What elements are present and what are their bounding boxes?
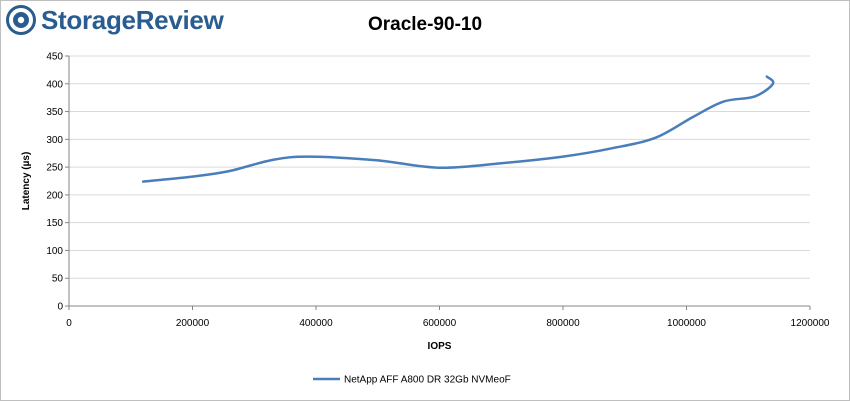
x-tick-label: 400000	[299, 318, 333, 329]
y-tick-label: 150	[46, 218, 63, 229]
x-tick-label: 0	[66, 318, 72, 329]
x-tick-label: 1000000	[667, 318, 706, 329]
legend-label: NetApp AFF A800 DR 32Gb NVMeoF	[344, 375, 511, 386]
x-tick-label: 600000	[423, 318, 457, 329]
x-tick-label: 800000	[546, 318, 580, 329]
gridlines	[69, 55, 810, 279]
brand-logo: StorageReview	[6, 4, 224, 36]
y-tick-label: 350	[46, 107, 63, 118]
x-axis-label: IOPS	[428, 341, 452, 352]
y-tick-label: 0	[57, 302, 63, 313]
y-tick-label: 200	[46, 190, 63, 201]
y-axis-label: Latency (µs)	[21, 152, 32, 211]
y-tick-label: 450	[46, 52, 63, 63]
series-lines	[141, 75, 775, 183]
y-tick-label: 300	[46, 135, 63, 146]
x-tick-label: 200000	[176, 318, 210, 329]
series-line	[141, 75, 775, 183]
axes	[65, 55, 811, 310]
chart-title: Oracle-90-10	[367, 14, 483, 35]
y-tick-labels: 0 50 100 150 200 250 300 350 400 450	[46, 52, 63, 313]
x-tick-labels: 0 200000 400000 600000 800000 1000000 1200000	[66, 318, 830, 329]
y-tick-label: 400	[46, 79, 63, 90]
x-tick-label: 1200000	[791, 318, 830, 329]
y-tick-label: 100	[46, 246, 63, 257]
storagereview-logo-icon	[6, 5, 36, 35]
y-tick-label: 250	[46, 163, 63, 174]
brand-logo-text: StorageReview	[41, 4, 224, 35]
legend: NetApp AFF A800 DR 32Gb NVMeoF	[313, 375, 511, 386]
y-tick-label: 50	[52, 274, 64, 285]
